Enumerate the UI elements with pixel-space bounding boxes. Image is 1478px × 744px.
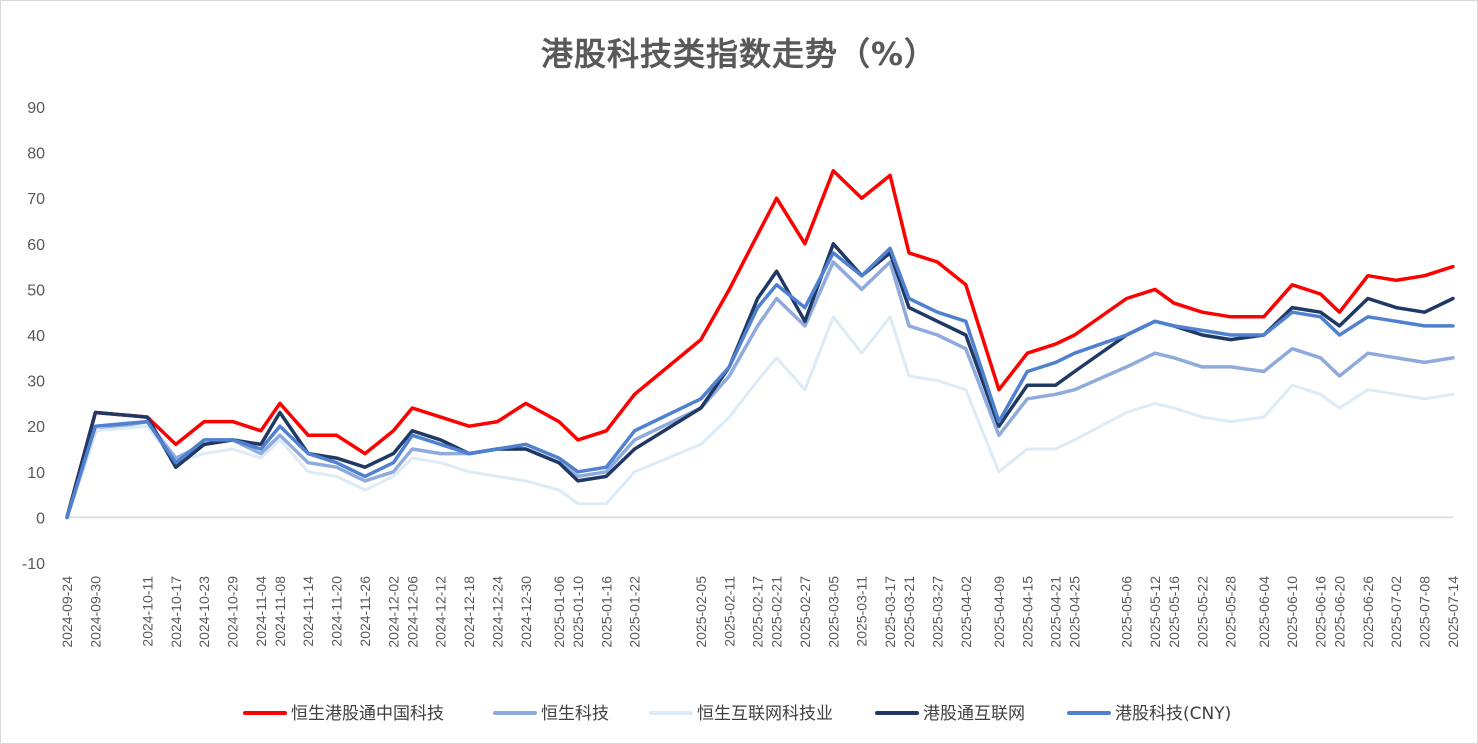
x-tick-label: 2025-06-16 <box>1313 576 1329 648</box>
x-tick-label: 2024-10-11 <box>139 576 155 647</box>
legend-label: 港股通互联网 <box>923 704 1025 724</box>
x-tick-label: 2024-11-04 <box>253 576 269 647</box>
x-tick-label: 2024-11-08 <box>272 576 288 647</box>
y-tick-label: 0 <box>36 510 45 527</box>
y-tick-label: 40 <box>27 328 45 345</box>
y-tick-label: 60 <box>27 237 45 254</box>
x-tick-label: 2025-04-25 <box>1067 576 1083 648</box>
x-tick-label: 2025-07-14 <box>1445 576 1461 648</box>
x-tick-label: 2024-11-26 <box>357 576 373 647</box>
series-line-5 <box>65 246 1455 520</box>
x-tick-label: 2025-01-10 <box>570 576 586 648</box>
x-axis: 2024-09-24 2024-09-30 2024-10-11 2024-10-17… <box>59 576 1461 648</box>
x-tick-label: 2025-01-16 <box>598 576 614 648</box>
x-tick-label: 2024-12-06 <box>404 576 420 648</box>
x-tick-label: 2024-09-24 <box>59 576 75 648</box>
x-tick-label: 2024-12-30 <box>518 576 534 648</box>
x-tick-label: 2024-11-20 <box>329 576 345 647</box>
series-lines <box>65 169 1455 520</box>
x-tick-label: 2025-03-21 <box>901 576 917 648</box>
legend-label: 恒生科技 <box>541 704 609 724</box>
x-tick-label: 2024-12-18 <box>461 576 477 648</box>
x-tick-label: 2025-06-26 <box>1360 576 1376 648</box>
series-line-4 <box>65 242 1455 520</box>
y-tick-label: 80 <box>27 146 45 163</box>
x-tick-label: 2024-09-30 <box>87 576 103 648</box>
x-tick-label: 2024-10-23 <box>196 576 212 648</box>
legend: 恒生港股通中国科技 恒生科技 恒生互联网科技业 港股通互联网 港股科技(CNY) <box>243 704 1231 724</box>
y-tick-label: 70 <box>27 191 45 208</box>
x-tick-label: 2025-04-02 <box>958 576 974 648</box>
series-line-2 <box>65 260 1455 520</box>
x-tick-label: 2025-03-05 <box>825 576 841 648</box>
x-tick-label: 2025-01-22 <box>627 576 643 648</box>
x-tick-label: 2024-12-02 <box>385 576 401 648</box>
y-tick-label: 10 <box>27 465 45 482</box>
x-tick-label: 2025-05-16 <box>1166 576 1182 648</box>
x-tick-label: 2025-07-02 <box>1388 576 1404 648</box>
series-line-3 <box>65 315 1455 519</box>
x-tick-label: 2025-02-21 <box>769 576 785 648</box>
y-axis: -10 0 10 20 30 40 50 60 70 80 90 <box>22 100 45 573</box>
x-tick-label: 2025-06-10 <box>1284 576 1300 648</box>
x-tick-label: 2025-05-06 <box>1119 576 1135 648</box>
x-tick-label: 2024-10-17 <box>168 576 184 648</box>
x-tick-label: 2025-02-11 <box>721 576 737 647</box>
x-tick-label: 2024-10-29 <box>225 576 241 648</box>
x-tick-label: 2025-06-04 <box>1256 576 1272 648</box>
x-tick-label: 2025-06-20 <box>1331 576 1347 648</box>
x-tick-label: 2025-03-17 <box>882 576 898 648</box>
x-tick-label: 2025-03-11 <box>854 576 870 647</box>
x-tick-label: 2025-07-08 <box>1417 576 1433 648</box>
y-tick-label: 90 <box>27 100 45 117</box>
x-tick-label: 2025-02-27 <box>797 576 813 648</box>
x-tick-label: 2024-12-24 <box>489 576 505 648</box>
legend-label: 港股科技(CNY) <box>1115 704 1231 724</box>
x-tick-label: 2025-05-12 <box>1147 576 1163 648</box>
y-tick-label: 30 <box>27 374 45 391</box>
x-tick-label: 2025-05-22 <box>1194 576 1210 648</box>
x-tick-label: 2025-02-17 <box>750 576 766 648</box>
legend-label: 恒生互联网科技业 <box>697 704 833 724</box>
legend-label: 恒生港股通中国科技 <box>291 704 444 724</box>
y-tick-label: 20 <box>27 419 45 436</box>
series-line-1 <box>65 169 1455 520</box>
y-tick-label: -10 <box>22 556 45 573</box>
x-tick-label: 2025-03-27 <box>929 576 945 648</box>
x-tick-label: 2024-11-14 <box>300 576 316 647</box>
x-tick-label: 2024-12-12 <box>433 576 449 648</box>
x-tick-label: 2025-04-09 <box>991 576 1007 648</box>
x-tick-label: 2025-04-21 <box>1048 576 1064 648</box>
x-tick-label: 2025-02-05 <box>693 576 709 648</box>
x-tick-label: 2025-01-06 <box>551 576 567 648</box>
x-tick-label: 2025-05-28 <box>1223 576 1239 648</box>
chart-title: 港股科技类指数走势（%） <box>540 35 938 73</box>
y-tick-label: 50 <box>27 282 45 299</box>
x-tick-label: 2025-04-15 <box>1019 576 1035 648</box>
